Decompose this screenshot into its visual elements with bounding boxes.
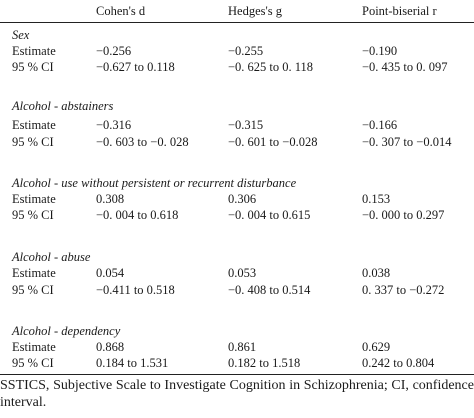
- table-cell: 0.054: [96, 266, 125, 280]
- header-cohens-d: Cohen's d: [96, 4, 146, 18]
- row-label: Estimate: [12, 340, 56, 354]
- row-label: Estimate: [12, 192, 56, 206]
- header-rule: [0, 22, 474, 23]
- section-title-abstainers: Alcohol - abstainers: [12, 99, 114, 113]
- table-cell: 0. 337 to −0.272: [362, 283, 445, 297]
- row-label: Estimate: [12, 266, 56, 280]
- bottom-rule: [0, 374, 474, 375]
- table-cell: 0.182 to 1.518: [228, 356, 301, 370]
- header-hedges-g: Hedges's g: [228, 4, 282, 18]
- table-cell: −0. 000 to 0.297: [362, 208, 445, 222]
- table-cell: −0.316: [96, 118, 132, 132]
- row-label: 95 % CI: [12, 356, 54, 370]
- table-cell: −0. 307 to −0.014: [362, 135, 452, 149]
- table-cell: 0.184 to 1.531: [96, 356, 169, 370]
- table-cell: 0.861: [228, 340, 257, 354]
- table-cell: −0.627 to 0.118: [96, 60, 175, 74]
- table-cell: −0. 004 to 0.618: [96, 208, 179, 222]
- row-label: 95 % CI: [12, 208, 54, 222]
- section-title-abuse: Alcohol - abuse: [12, 250, 91, 264]
- table-cell: −0. 625 to 0. 118: [228, 60, 314, 74]
- header-point-biserial-r: Point-biserial r: [362, 4, 437, 18]
- table-cell: 0.038: [362, 266, 391, 280]
- table-footnote: SSTICS, Subjective Scale to Investigate …: [0, 378, 474, 410]
- table-cell: −0.166: [362, 118, 398, 132]
- table-cell: 0.242 to 0.804: [362, 356, 435, 370]
- row-label: 95 % CI: [12, 60, 54, 74]
- section-title-dependency: Alcohol - dependency: [12, 324, 121, 338]
- table-cell: −0. 601 to −0.028: [228, 135, 318, 149]
- table-cell: 0.308: [96, 192, 125, 206]
- table-cell: −0.190: [362, 44, 398, 58]
- row-label: Estimate: [12, 44, 56, 58]
- table-cell: −0. 004 to 0.615: [228, 208, 311, 222]
- section-title-sex: Sex: [12, 28, 30, 42]
- row-label: Estimate: [12, 118, 56, 132]
- table-cell: −0. 408 to 0.514: [228, 283, 311, 297]
- table-cell: −0. 435 to 0. 097: [362, 60, 448, 74]
- row-label: 95 % CI: [12, 283, 54, 297]
- table-cell: −0.315: [228, 118, 264, 132]
- table-cell: 0.306: [228, 192, 257, 206]
- table-cell: −0.411 to 0.518: [96, 283, 175, 297]
- row-label: 95 % CI: [12, 135, 54, 149]
- table-cell: −0. 603 to −0. 028: [96, 135, 189, 149]
- table-cell: 0.868: [96, 340, 125, 354]
- table-cell: 0.629: [362, 340, 391, 354]
- table-cell: −0.255: [228, 44, 264, 58]
- section-title-use-without-disturbance: Alcohol - use without persistent or recu…: [12, 176, 297, 190]
- table-cell: 0.053: [228, 266, 257, 280]
- table-cell: 0.153: [362, 192, 391, 206]
- table-cell: −0.256: [96, 44, 132, 58]
